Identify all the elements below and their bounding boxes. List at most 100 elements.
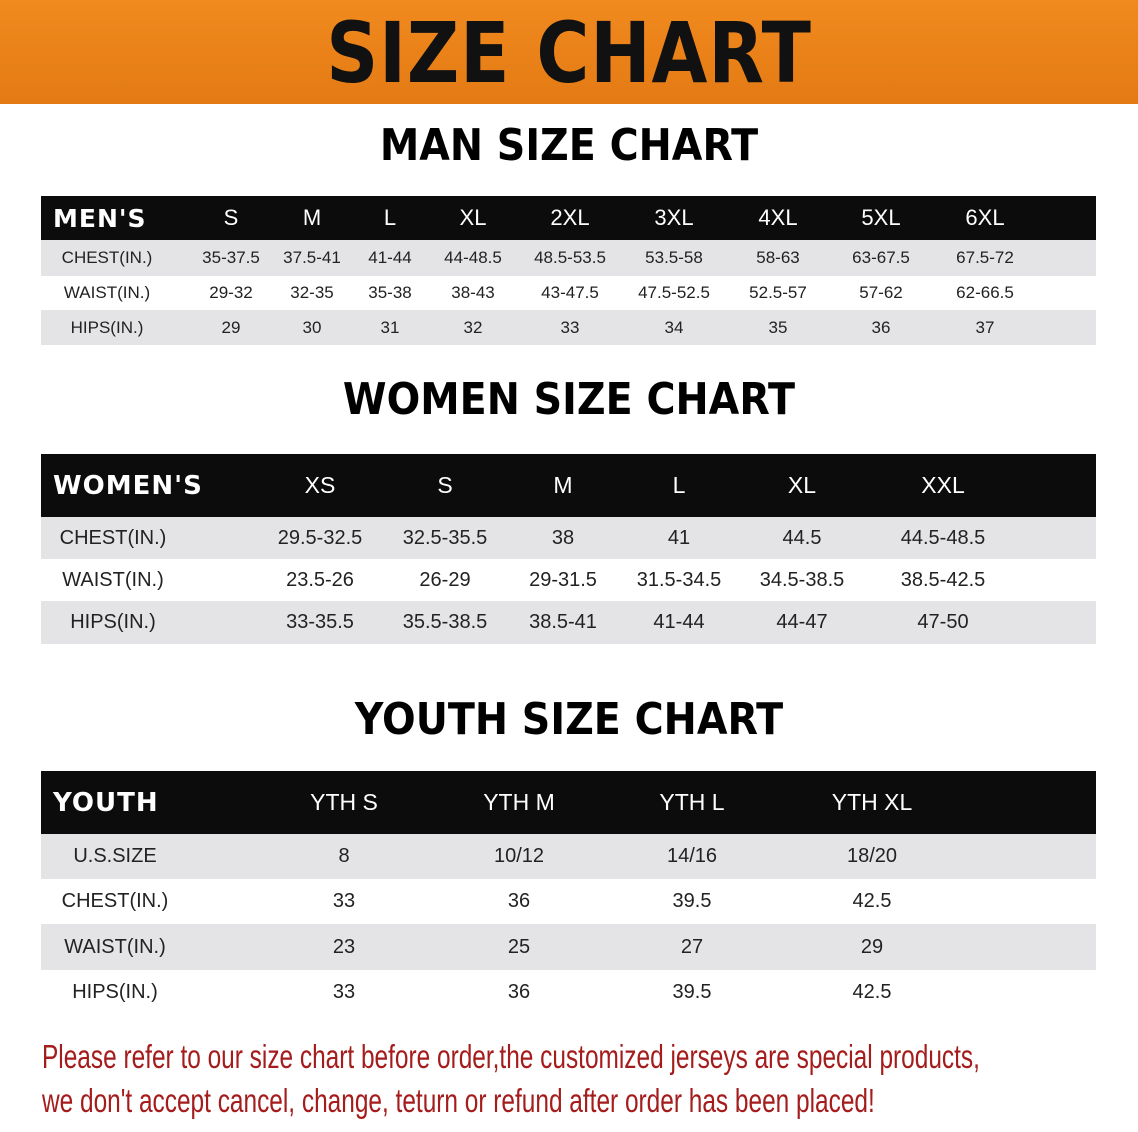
measurement-value: 36 xyxy=(507,981,531,1003)
size-column-header: L xyxy=(672,472,686,498)
measurement-value: 39.5 xyxy=(672,890,712,912)
size-column-header: XL xyxy=(459,205,487,230)
measurement-value: 35 xyxy=(768,317,788,337)
size-column-header: XL xyxy=(787,472,817,498)
women-header-label: WOMEN'S xyxy=(53,470,203,501)
measurement-label: HIPS(IN.) xyxy=(70,611,156,633)
measurement-value: 29-31.5 xyxy=(529,568,597,591)
measurement-label: CHEST(IN.) xyxy=(61,890,169,912)
measurement-value: 33-35.5 xyxy=(286,611,354,633)
notice-line-2: we don't accept cancel, change, teturn o… xyxy=(42,1082,875,1119)
measurement-value: 14/16 xyxy=(666,845,718,867)
measurement-value: 38.5-41 xyxy=(529,611,597,633)
measurement-value: 29-32 xyxy=(209,283,253,302)
measurement-label: CHEST(IN.) xyxy=(59,526,167,549)
size-column-header: XXL xyxy=(921,472,965,498)
measurement-value: 35-37.5 xyxy=(202,248,260,267)
size-column-header: YTH M xyxy=(483,789,555,815)
measurement-value: 34.5-38.5 xyxy=(759,568,845,591)
measurement-value: 44-47 xyxy=(776,611,828,633)
table-row: HIPS(IN.) 29 30 31 32 33 34 35 36 37 xyxy=(41,310,1096,345)
measurement-value: 41-44 xyxy=(368,248,412,267)
measurement-label: WAIST(IN.) xyxy=(64,935,166,958)
measurement-value: 53.5-58 xyxy=(645,248,703,267)
youth-header-row: YOUTH YTH S YTH M YTH L YTH XL xyxy=(41,771,1096,834)
women-header-row: WOMEN'S XS S M L XL XXL xyxy=(41,454,1096,517)
table-row: HIPS(IN.) 33-35.5 35.5-38.5 38.5-41 41-44 44-… xyxy=(41,601,1096,644)
measurement-value: 33 xyxy=(560,317,580,337)
measurement-value: 67.5-72 xyxy=(956,248,1014,267)
measurement-value: 23.5-26 xyxy=(286,568,354,591)
measurement-value: 63-67.5 xyxy=(852,248,910,267)
banner-title: SIZE CHART xyxy=(326,4,812,102)
table-row: WAIST(IN.) 23 25 27 29 xyxy=(41,924,1096,970)
measurement-value: 42.5 xyxy=(852,981,892,1003)
table-row: CHEST(IN.) 35-37.5 37.5-41 41-44 44-48.5 48.5… xyxy=(41,240,1096,276)
table-row: CHEST(IN.) 29.5-32.5 32.5-35.5 38 41 44.5 44.5… xyxy=(41,517,1096,559)
measurement-value: 35.5-38.5 xyxy=(402,611,488,633)
measurement-value: 33 xyxy=(332,890,356,912)
measurement-value: 43-47.5 xyxy=(541,283,599,302)
size-column-header: M xyxy=(553,472,573,498)
measurement-value: 36 xyxy=(507,890,531,912)
measurement-value: 38 xyxy=(551,526,575,549)
measurement-value: 44.5 xyxy=(782,526,822,549)
table-row: HIPS(IN.) 33 36 39.5 42.5 xyxy=(41,970,1096,1015)
measurement-value: 38.5-42.5 xyxy=(900,568,986,591)
size-column-header: 3XL xyxy=(654,205,694,230)
measurement-value: 26-29 xyxy=(419,568,471,591)
measurement-value: 27 xyxy=(680,935,704,958)
table-row: CHEST(IN.) 33 36 39.5 42.5 xyxy=(41,879,1096,924)
measurement-value: 8 xyxy=(338,845,350,867)
measurement-label: HIPS(IN.) xyxy=(70,317,144,337)
measurement-value: 32.5-35.5 xyxy=(402,526,488,549)
youth-section-title: YOUTH SIZE CHART xyxy=(354,694,784,745)
measurement-value: 33 xyxy=(332,981,356,1003)
size-column-header: S xyxy=(437,472,453,498)
measurement-value: 48.5-53.5 xyxy=(534,248,606,267)
measurement-value: 31.5-34.5 xyxy=(636,568,722,591)
size-column-header: YTH S xyxy=(310,789,378,815)
measurement-value: 62-66.5 xyxy=(956,283,1014,302)
size-column-header: YTH L xyxy=(659,789,725,815)
measurement-value: 25 xyxy=(507,935,531,958)
size-column-header: M xyxy=(302,205,322,230)
measurement-value: 42.5 xyxy=(852,890,892,912)
size-column-header: 5XL xyxy=(861,205,901,230)
table-row: WAIST(IN.) 29-32 32-35 35-38 38-43 43-47.5 47.… xyxy=(41,276,1096,310)
measurement-value: 30 xyxy=(302,317,322,337)
table-row: U.S.SIZE 8 10/12 14/16 18/20 xyxy=(41,834,1096,879)
measurement-label: WAIST(IN.) xyxy=(63,283,151,302)
measurement-value: 23 xyxy=(332,935,356,958)
women-section-title: WOMEN SIZE CHART xyxy=(342,374,796,425)
measurement-value: 32 xyxy=(463,317,483,337)
table-row: WAIST(IN.) 23.5-26 26-29 29-31.5 31.5-34.5 34… xyxy=(41,559,1096,601)
size-column-header: XS xyxy=(304,472,336,498)
measurement-value: 38-43 xyxy=(451,283,495,302)
size-column-header: 6XL xyxy=(965,205,1005,230)
size-chart-banner: SIZE CHART xyxy=(0,0,1138,104)
measurement-label: CHEST(IN.) xyxy=(61,248,153,267)
measurement-label: WAIST(IN.) xyxy=(62,568,164,591)
measurement-value: 31 xyxy=(380,317,400,337)
measurement-value: 44-48.5 xyxy=(444,248,502,267)
measurement-value: 36 xyxy=(871,317,891,337)
size-column-header: 2XL xyxy=(550,205,590,230)
youth-header-label: YOUTH xyxy=(53,787,159,818)
measurement-value: 37 xyxy=(975,317,995,337)
measurement-value: 18/20 xyxy=(846,845,898,867)
size-column-header: L xyxy=(383,205,397,230)
measurement-value: 37.5-41 xyxy=(283,248,341,267)
measurement-value: 41-44 xyxy=(653,611,705,633)
measurement-value: 47.5-52.5 xyxy=(638,283,710,302)
measurement-value: 52.5-57 xyxy=(749,283,807,302)
measurement-value: 41 xyxy=(667,526,691,549)
measurement-value: 39.5 xyxy=(672,981,712,1003)
men-header-row: MEN'S S M L XL 2XL 3XL 4XL 5XL 6XL xyxy=(41,196,1096,240)
measurement-value: 44.5-48.5 xyxy=(900,526,986,549)
size-column-header: 4XL xyxy=(758,205,798,230)
measurement-value: 34 xyxy=(664,317,684,337)
men-header-label: MEN'S xyxy=(53,203,147,233)
measurement-label: HIPS(IN.) xyxy=(72,981,158,1003)
measurement-label: U.S.SIZE xyxy=(73,845,157,867)
